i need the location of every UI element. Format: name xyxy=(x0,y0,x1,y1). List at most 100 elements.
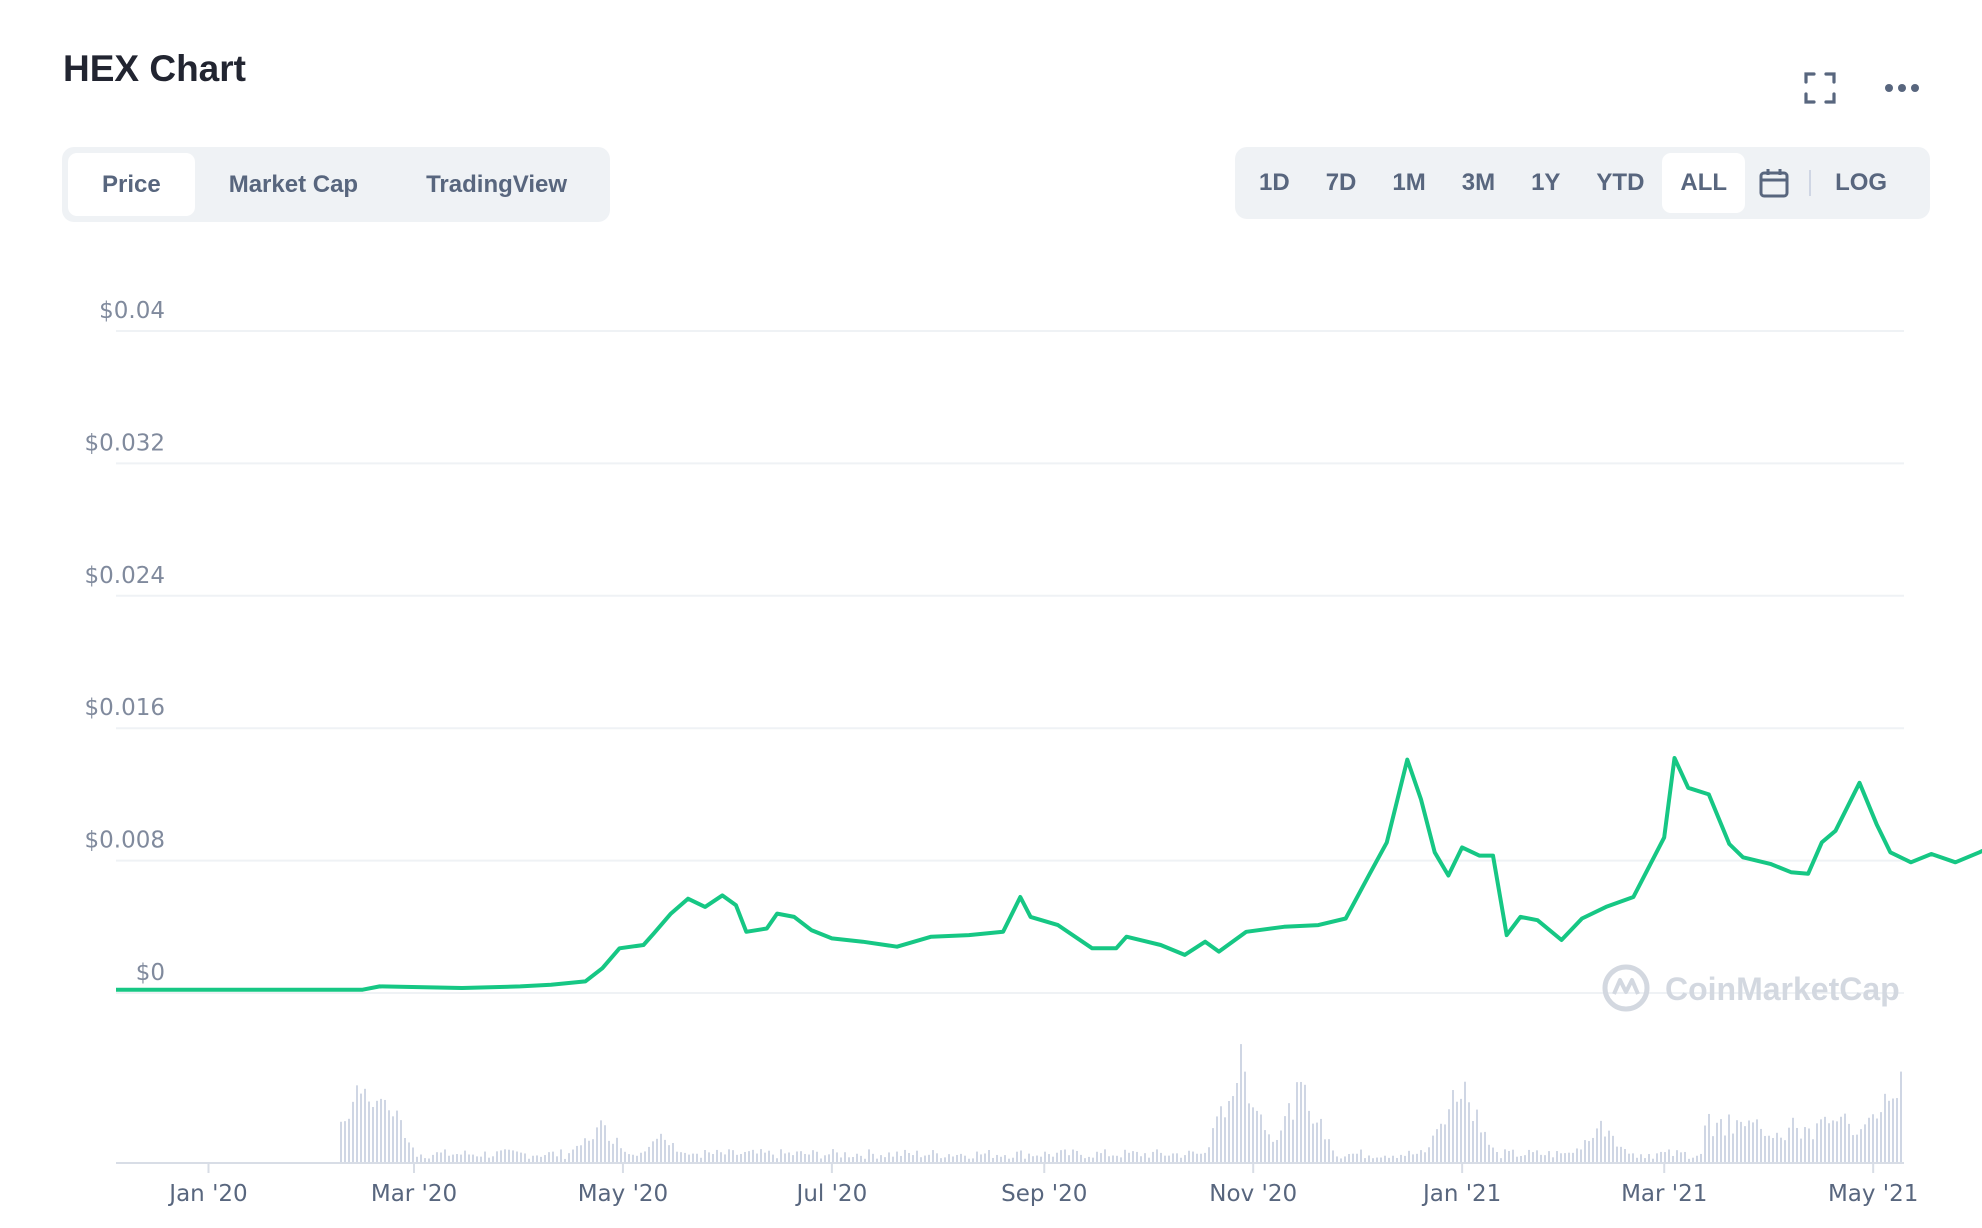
volume-bar xyxy=(636,1155,638,1163)
volume-bar xyxy=(340,1121,342,1163)
volume-bar xyxy=(1588,1141,1590,1163)
volume-bar xyxy=(1808,1128,1810,1163)
log-scale-toggle[interactable]: LOG xyxy=(1835,169,1888,196)
volume-bar xyxy=(564,1158,566,1163)
volume-bar xyxy=(596,1127,598,1163)
volume-bar xyxy=(832,1149,834,1163)
y-axis-ticks: $0 $0.008 $0.016 $0.024 $0.032 $0.04 xyxy=(85,298,165,986)
volume-bar xyxy=(912,1155,914,1163)
volume-bar xyxy=(860,1155,862,1163)
volume-bar xyxy=(1640,1154,1642,1163)
volume-bar xyxy=(772,1154,774,1163)
volume-bar xyxy=(1832,1120,1834,1163)
volume-bar xyxy=(1632,1153,1634,1163)
calendar-icon[interactable] xyxy=(1745,153,1803,213)
volume-bar xyxy=(676,1151,678,1163)
volume-bar xyxy=(1544,1155,1546,1163)
volume-bar xyxy=(472,1154,474,1163)
y-tick-label: $0 xyxy=(136,960,165,986)
volume-bar xyxy=(528,1158,530,1163)
watermark: CoinMarketCap xyxy=(1602,964,1900,1012)
volume-bar xyxy=(700,1157,702,1163)
volume-bar xyxy=(1016,1151,1018,1163)
volume-bar xyxy=(1136,1151,1138,1163)
volume-bar xyxy=(1316,1122,1318,1163)
coinmarketcap-logo-icon xyxy=(1602,964,1650,1012)
volume-bar xyxy=(1364,1158,1366,1163)
volume-bar xyxy=(1020,1150,1022,1163)
volume-bar xyxy=(1496,1151,1498,1163)
volume-bar xyxy=(1072,1149,1074,1163)
range-1y[interactable]: 1Y xyxy=(1531,169,1561,196)
volume-bar xyxy=(1672,1155,1674,1163)
range-1d[interactable]: 1D xyxy=(1259,169,1290,196)
volume-bar xyxy=(1008,1158,1010,1163)
volume-bar xyxy=(876,1158,878,1163)
volume-bar xyxy=(992,1157,994,1163)
volume-bar xyxy=(424,1158,426,1163)
range-7d[interactable]: 7D xyxy=(1325,169,1357,196)
x-tick-label: May '21 xyxy=(1828,1181,1918,1207)
volume-bar xyxy=(800,1151,802,1163)
volume-bar xyxy=(464,1150,466,1163)
volume-bar xyxy=(448,1155,450,1163)
volume-bar xyxy=(492,1156,494,1163)
volume-bar xyxy=(1076,1150,1078,1163)
volume-bar xyxy=(1500,1158,1502,1163)
volume-bar xyxy=(1716,1122,1718,1163)
volume-bar xyxy=(1508,1151,1510,1163)
volume-bar xyxy=(1888,1100,1890,1163)
y-tick-label: $0.024 xyxy=(85,563,165,589)
volume-bar xyxy=(1048,1154,1050,1163)
volume-bar xyxy=(1032,1156,1034,1163)
volume-bar xyxy=(1652,1158,1654,1163)
volume-bar xyxy=(388,1110,390,1163)
page-title: HEX Chart xyxy=(63,48,246,89)
volume-bar xyxy=(880,1155,882,1163)
tab-market-cap[interactable]: Market Cap xyxy=(228,170,359,198)
volume-bar xyxy=(392,1116,394,1163)
volume-bar xyxy=(428,1158,430,1163)
volume-bar xyxy=(1848,1123,1850,1163)
volume-bar xyxy=(1340,1158,1342,1163)
volume-bar xyxy=(1380,1157,1382,1163)
volume-bar xyxy=(1740,1121,1742,1163)
volume-bar xyxy=(896,1151,898,1163)
volume-bar xyxy=(1540,1154,1542,1163)
volume-bar xyxy=(1180,1157,1182,1163)
volume-bar xyxy=(704,1150,706,1163)
volume-bar xyxy=(852,1156,854,1163)
volume-bar xyxy=(1512,1149,1514,1163)
volume-bar xyxy=(944,1157,946,1163)
volume-bar xyxy=(1744,1126,1746,1163)
volume-bar xyxy=(1108,1156,1110,1163)
x-tick-label: Jul '20 xyxy=(795,1181,868,1207)
volume-bar xyxy=(1644,1158,1646,1163)
volume-bar xyxy=(808,1154,810,1163)
tab-price[interactable]: Price xyxy=(68,153,195,216)
volume-bar xyxy=(584,1138,586,1163)
volume-bar xyxy=(1388,1157,1390,1163)
range-all[interactable]: ALL xyxy=(1662,153,1746,213)
volume-bar xyxy=(1184,1155,1186,1163)
volume-bar xyxy=(1360,1149,1362,1163)
volume-bar xyxy=(1528,1149,1530,1163)
volume-bar xyxy=(848,1157,850,1163)
volume-bar xyxy=(1468,1102,1470,1163)
tab-tradingview[interactable]: TradingView xyxy=(426,170,568,198)
volume-bar xyxy=(1404,1155,1406,1163)
volume-bar xyxy=(1876,1118,1878,1163)
volume-bar xyxy=(1792,1117,1794,1163)
range-3m[interactable]: 3M xyxy=(1461,169,1496,196)
range-ytd[interactable]: YTD xyxy=(1596,169,1645,196)
volume-bar xyxy=(960,1153,962,1163)
range-1m[interactable]: 1M xyxy=(1392,169,1426,196)
fullscreen-icon[interactable] xyxy=(1800,68,1840,108)
more-options-icon[interactable] xyxy=(1882,68,1922,108)
watermark-text: CoinMarketCap xyxy=(1665,971,1900,1007)
volume-bar xyxy=(380,1098,382,1163)
volume-bar xyxy=(1472,1120,1474,1163)
volume-bar xyxy=(1368,1155,1370,1163)
volume-bar xyxy=(536,1155,538,1163)
volume-bar xyxy=(1700,1153,1702,1163)
